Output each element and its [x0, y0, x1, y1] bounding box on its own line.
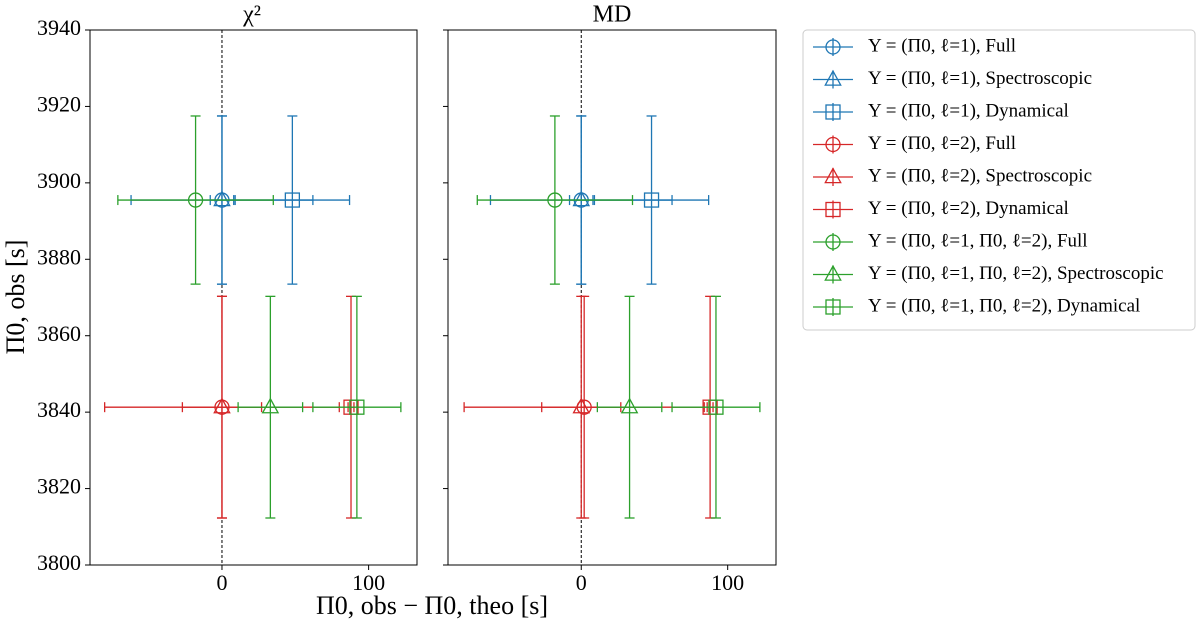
y-tick-label: 3880	[37, 244, 81, 269]
legend-swatch	[824, 264, 842, 281]
y-tick-label: 3800	[37, 550, 81, 575]
point	[213, 397, 231, 414]
point	[708, 399, 724, 415]
x-tick-label: 0	[576, 570, 587, 595]
point	[547, 192, 563, 208]
legend-label: Y = (Π0, ℓ=1), Spectroscopic	[868, 68, 1092, 89]
point	[572, 397, 591, 414]
legend-swatch	[825, 234, 841, 250]
point	[643, 192, 660, 208]
x-tick-label: 100	[352, 570, 385, 595]
plot-frame	[447, 29, 777, 566]
legend-label: Y = (Π0, ℓ=1), Dynamical	[868, 100, 1069, 121]
y-tick-label: 3840	[37, 397, 81, 422]
legend-label: Y = (Π0, ℓ=2), Full	[868, 133, 1016, 154]
chart-title: MD	[593, 2, 632, 28]
legend-label: Y = (Π0, ℓ=1, Π0, ℓ=2), Full	[868, 230, 1088, 251]
chart-title: χ²	[242, 2, 261, 28]
point	[284, 192, 301, 208]
legend-label: Y = (Π0, ℓ=1, Π0, ℓ=2), Spectroscopic	[868, 263, 1164, 284]
legend-swatch	[825, 201, 841, 218]
legend-label: Y = (Π0, ℓ=1, Π0, ℓ=2), Dynamical	[868, 295, 1140, 316]
y-tick-label: 3940	[37, 15, 81, 40]
legend-label: Y = (Π0, ℓ=2), Spectroscopic	[868, 165, 1092, 186]
legend-swatch	[825, 299, 841, 315]
legend-box	[802, 29, 1196, 331]
y-axis-label: Π0, obs [s]	[1, 240, 30, 355]
point	[620, 397, 639, 414]
legend-swatch	[824, 167, 842, 184]
x-axis-label: Π0, obs − Π0, theo [s]	[316, 591, 548, 620]
y-tick-label: 3820	[37, 474, 81, 499]
point	[349, 399, 365, 415]
legend-swatch	[825, 39, 841, 55]
y-tick-label: 3920	[37, 91, 81, 116]
point	[213, 190, 231, 207]
point	[572, 190, 591, 207]
point	[261, 397, 280, 414]
legend-swatch	[825, 136, 841, 153]
legend-swatch	[825, 104, 841, 120]
x-tick-label: 100	[711, 570, 744, 595]
y-tick-label: 3860	[37, 321, 81, 346]
legend-label: Y = (Π0, ℓ=2), Dynamical	[868, 198, 1069, 219]
y-tick-label: 3900	[37, 168, 81, 193]
legend-label: Y = (Π0, ℓ=1), Full	[868, 35, 1016, 56]
legend-swatch	[824, 69, 842, 86]
point	[187, 192, 204, 208]
plot-frame	[89, 29, 418, 566]
x-tick-label: 0	[216, 570, 227, 595]
